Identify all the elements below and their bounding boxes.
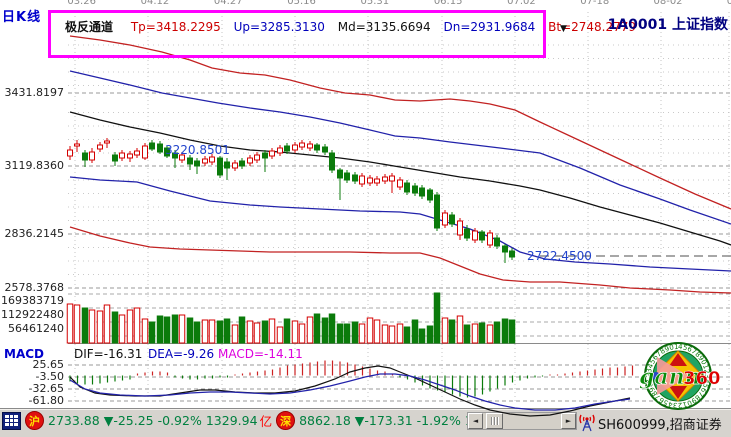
sh-index-value: 2733.88 (48, 413, 100, 428)
peak-price-annotation: 3220.8501 (165, 143, 230, 157)
macd-dea-value: DEA=-9.26 (148, 347, 215, 361)
scroll-right-button[interactable]: ► (561, 413, 576, 429)
macd-axis-label: -32.65 (28, 382, 64, 395)
sh-change-value: ▼-25.25 (103, 413, 154, 428)
sz-change-value: ▼-173.31 (354, 413, 413, 428)
date-tick: 03.26 (67, 0, 96, 7)
symbol-code: 1A0001 (607, 17, 668, 33)
candles-layer (67, 138, 515, 263)
macd-axis-label: 25.65 (32, 358, 65, 371)
chevron-down-icon[interactable]: ▼ (560, 24, 567, 34)
date-tick: 08-02 (653, 0, 683, 7)
sz-change-pct: -1.92% (416, 413, 461, 428)
volume-axis-label: 56461240 (8, 322, 64, 335)
sh-change-pct: -0.92% (157, 413, 202, 428)
price-axis-label: 3119.8360 (4, 159, 65, 172)
sz-index-value: 8862.18 (299, 413, 351, 428)
last-price-annotation: 2722.4500 (527, 249, 592, 263)
symbol-name: 上证指数 (672, 17, 728, 33)
macd-axis-label: -61.80 (28, 394, 64, 407)
shanghai-badge-icon[interactable]: 沪 (25, 411, 44, 430)
logo-number: 360 (683, 368, 721, 389)
price-axis-label: 3431.8197 (4, 86, 65, 99)
ticker-text[interactable]: SH600999,招商证券 (598, 418, 722, 433)
channel-md-value: Md=3135.6694 (337, 20, 431, 34)
date-tick: 04.12 (140, 0, 170, 7)
volume-axis-label: 169383719 (1, 294, 64, 307)
date-tick: 08-17 (726, 0, 731, 7)
status-bar: 沪 2733.88 ▼-25.25 -0.92% 1329.94 亿 深 8862… (0, 408, 731, 437)
volume-axis-label: 112922480 (1, 308, 64, 321)
sh-turnover-unit: 亿 (259, 414, 273, 429)
chart-type-label[interactable]: 日K线 (2, 10, 42, 25)
channel-bt-value: Bt=2748.2779 (548, 20, 637, 34)
channel-up-value: Up=3285.3130 (233, 20, 325, 34)
date-tick: 05.16 (287, 0, 316, 7)
channel-dn-value: Dn=2931.9684 (443, 20, 536, 34)
channel-title: 极反通道 (65, 20, 114, 34)
shenzhen-badge-icon[interactable]: 深 (276, 411, 296, 430)
symbol-title[interactable]: 1A0001 上证指数 (608, 14, 728, 34)
macd-panel-title[interactable]: MACD (4, 347, 44, 361)
price-axis-label: 2578.3768 (4, 281, 65, 294)
broadcast-antenna-icon (579, 414, 595, 432)
date-tick: 07.02 (507, 0, 536, 7)
scroll-left-button[interactable]: ◄ (468, 413, 483, 429)
horizontal-scrollbar[interactable]: ◄ ► (467, 412, 577, 430)
channel-indicator-box: 极反通道 Tp=3418.2295 Up=3285.3130 Md=3135.6… (48, 10, 636, 58)
macd-value: MACD=-14.11 (218, 347, 303, 361)
sh-turnover-value: 1329.94 (205, 413, 258, 428)
date-axis: 03.26 04.12 04.27 05.16 05.31 06.15 07.0… (45, 0, 731, 8)
date-tick: 06.15 (433, 0, 463, 7)
scrollbar-thumb[interactable] (486, 413, 503, 429)
date-tick: 04.27 (213, 0, 243, 7)
channel-tp-value: Tp=3418.2295 (130, 20, 221, 34)
scrollbar-track[interactable] (483, 413, 561, 429)
macd-dif-value: DIF=-16.31 (74, 347, 143, 361)
volume-layer (66, 292, 516, 344)
macd-axis-label: -3.50 (35, 370, 64, 383)
date-tick: 07-18 (580, 0, 610, 7)
quote-table-icon[interactable] (2, 411, 21, 430)
date-tick: 05.31 (360, 0, 390, 7)
gann360-logo: 4567890123456789012345678901234567890123… (626, 341, 721, 410)
price-axis-label: 2836.2145 (4, 227, 65, 240)
channel-lines-layer (69, 35, 731, 294)
